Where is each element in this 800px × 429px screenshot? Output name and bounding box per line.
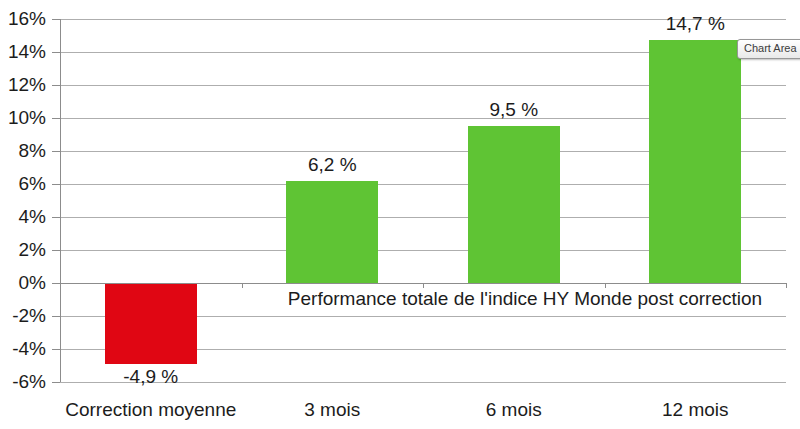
y-axis-tick-label: -4% [0, 338, 46, 360]
chart-title: Performance totale de l'indice HY Monde … [288, 287, 762, 310]
x-axis-category-label: 12 mois [595, 398, 795, 421]
y-axis-tick-label: -2% [0, 305, 46, 327]
y-axis-tick [52, 382, 60, 383]
chart-area-tooltip: Chart Area [737, 39, 800, 59]
bar-value-label: 9,5 % [454, 99, 574, 121]
y-axis-tick [52, 217, 60, 218]
y-axis-tick-label: 4% [0, 206, 46, 228]
y-axis-tick [52, 250, 60, 251]
y-axis-tick-label: 8% [0, 140, 46, 162]
x-axis-tick [60, 283, 61, 288]
y-axis-tick-label: 16% [0, 8, 46, 30]
y-axis-tick-label: 14% [0, 41, 46, 63]
y-axis-line [60, 19, 61, 382]
x-axis-category-label: Correction moyenne [51, 398, 251, 421]
y-axis-tick-label: 2% [0, 239, 46, 261]
y-axis-tick-label: 0% [0, 272, 46, 294]
x-axis-category-label: 6 mois [414, 398, 614, 421]
y-axis-tick [52, 19, 60, 20]
y-axis-tick [52, 349, 60, 350]
bar-value-label: 6,2 % [272, 154, 392, 176]
bar-12-mois[interactable] [649, 40, 741, 283]
x-axis-tick [786, 283, 787, 288]
y-axis-tick-label: 10% [0, 107, 46, 129]
y-axis-tick [52, 52, 60, 53]
bar-value-label: -4,9 % [91, 366, 211, 388]
y-axis-tick-label: 6% [0, 173, 46, 195]
x-axis-category-label: 3 mois [232, 398, 432, 421]
y-axis-tick [52, 283, 60, 284]
y-axis-tick-label: -6% [0, 371, 46, 393]
bar-correction-moyenne[interactable] [105, 284, 197, 364]
y-axis-tick [52, 184, 60, 185]
bar-chart[interactable]: 16% 14% 12% 10% 8% 6% 4% 2% 0% -2% -4% -6% -4,9 % Cor… [0, 0, 800, 429]
y-axis-tick [52, 118, 60, 119]
bar-3-mois[interactable] [286, 181, 378, 283]
y-axis-tick [52, 85, 60, 86]
bar-value-label: 14,7 % [635, 13, 755, 35]
y-axis-tick [52, 151, 60, 152]
y-axis-tick-label: 12% [0, 74, 46, 96]
y-axis-tick [52, 316, 60, 317]
x-axis-tick [242, 283, 243, 288]
bar-6-mois[interactable] [468, 126, 560, 283]
